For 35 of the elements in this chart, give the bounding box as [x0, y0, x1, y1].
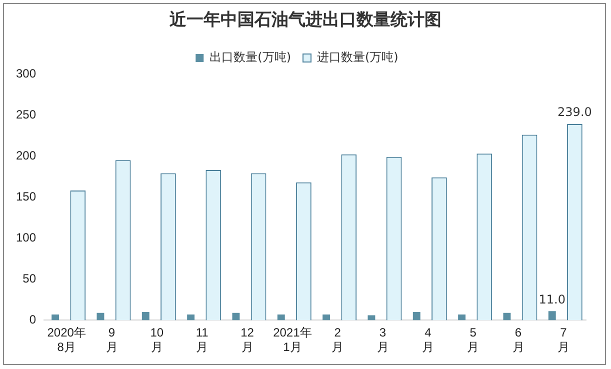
bar: [458, 314, 466, 320]
y-tick-label: 50: [22, 271, 36, 286]
bar: [368, 315, 376, 320]
data-label: 239.0: [558, 105, 592, 120]
legend-label: 出口数量(万吨): [210, 50, 292, 64]
bar: [232, 312, 240, 320]
x-tick-label: 5 月: [467, 326, 480, 354]
y-tick-label: 300: [16, 66, 36, 80]
x-tick-label: 2021年 1月: [273, 326, 312, 354]
bar: [277, 314, 285, 320]
x-tick-label: 7 月: [557, 326, 570, 354]
x-tick-label: 10 月: [150, 326, 164, 354]
x-tick-label: 11 月: [196, 326, 209, 354]
legend-label: 进口数量(万吨): [317, 50, 398, 64]
x-tick-label: 6 月: [512, 326, 524, 354]
x-tick-label: 2 月: [332, 326, 344, 354]
bar: [142, 312, 150, 320]
y-tick-label: 150: [16, 189, 36, 204]
bar: [548, 311, 556, 320]
y-tick-label: 250: [16, 107, 36, 122]
x-tick-label: 2020年 8月: [47, 326, 86, 354]
x-tick-label: 12 月: [240, 326, 254, 354]
y-tick-label: 200: [16, 148, 36, 162]
y-tick-label: 0: [29, 312, 36, 327]
chart-title: 近一年中国石油气进出口数量统计图: [168, 9, 442, 31]
y-tick-label: 100: [16, 230, 36, 244]
bar: [187, 314, 195, 320]
bar: [412, 312, 420, 320]
x-tick-label: 3 月: [376, 326, 389, 354]
data-label: 11.0: [538, 292, 566, 306]
x-tick-label: 9 月: [106, 326, 118, 354]
bar: [52, 314, 60, 320]
x-tick-label: 4 月: [422, 326, 434, 354]
bar: [322, 314, 330, 320]
bar: [503, 312, 511, 320]
